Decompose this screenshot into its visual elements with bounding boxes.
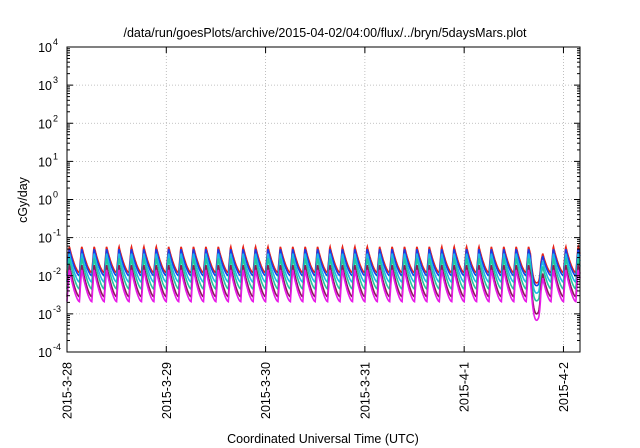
y-tick-label: 10 <box>38 346 52 360</box>
y-tick-label: 10 <box>38 155 52 169</box>
x-tick-label: 2015-3-28 <box>61 362 75 419</box>
series-group <box>66 243 581 322</box>
series-line-4 <box>66 258 581 302</box>
y-tick-exponent: 0 <box>53 190 58 200</box>
y-tick-label: 10 <box>38 194 52 208</box>
y-tick-label: 10 <box>38 41 52 55</box>
y-axis-label: cGy/day <box>16 176 30 223</box>
grid <box>67 47 580 352</box>
y-tick-label: 10 <box>38 79 52 93</box>
x-axis-label: Coordinated Universal Time (UTC) <box>227 432 419 446</box>
series-line-3 <box>66 253 581 294</box>
y-tick-exponent: -4 <box>53 342 61 352</box>
x-tick-label: 2015-3-31 <box>358 362 372 419</box>
x-tick-labels: 2015-3-28 2015-3-29 2015-3-30 2015-3-31 2015… <box>61 362 571 419</box>
y-tick-exponent: 2 <box>53 113 58 123</box>
ticks <box>66 46 580 353</box>
y-tick-exponent: 3 <box>53 75 58 85</box>
y-tick-exponent: -3 <box>53 304 61 314</box>
y-tick-label: 10 <box>38 117 52 131</box>
y-tick-exponent: 4 <box>53 37 58 47</box>
plot-frame <box>66 46 581 353</box>
y-tick-exponent: -2 <box>53 266 61 276</box>
y-tick-label: 10 <box>38 270 52 284</box>
series-line-6 <box>66 269 581 322</box>
y-tick-exponent: -1 <box>53 228 61 238</box>
y-tick-label: 10 <box>38 308 52 322</box>
series-line-2 <box>66 248 581 287</box>
x-tick-label: 2015-3-29 <box>160 362 174 419</box>
x-tick-label: 2015-3-30 <box>259 362 273 419</box>
x-tick-label: 2015-4-2 <box>557 362 571 412</box>
series-line-5 <box>66 264 581 315</box>
chart-title: /data/run/goesPlots/archive/2015-04-02/0… <box>123 26 527 40</box>
x-tick-label: 2015-4-1 <box>458 362 472 412</box>
y-tick-exponent: 1 <box>53 151 58 161</box>
y-tick-label: 10 <box>38 232 52 246</box>
